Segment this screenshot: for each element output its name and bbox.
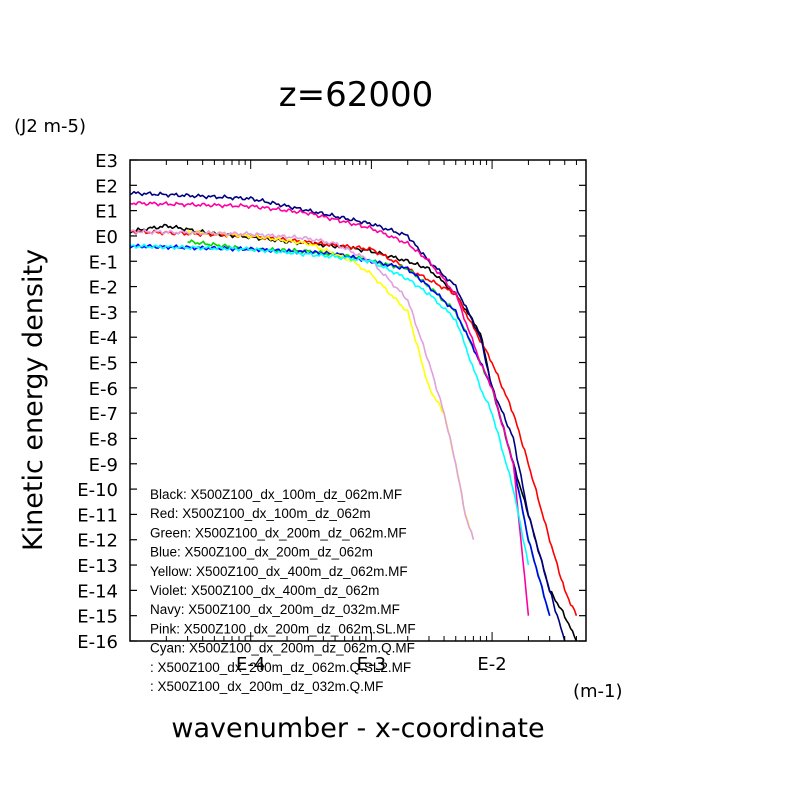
y-tick-label: E-15 bbox=[77, 607, 118, 628]
y-tick-label: E-2 bbox=[89, 278, 118, 299]
y-tick-label: E-5 bbox=[89, 354, 118, 375]
plot-lines bbox=[129, 190, 578, 642]
legend-entry: Navy: X500Z100_dx_200m_dz_032m.MF bbox=[150, 602, 400, 617]
legend-entry: Yellow: X500Z100_dx_400m_dz_062m.MF bbox=[150, 564, 408, 579]
y-tick-label: E-13 bbox=[77, 556, 118, 577]
plot-frame bbox=[129, 159, 587, 642]
y-tick-label: E-14 bbox=[77, 581, 118, 602]
series-line-pink bbox=[129, 201, 530, 616]
legend: Black: X500Z100_dx_100m_dz_062m.MF Red: X… bbox=[150, 487, 416, 694]
y-tick-label: E-9 bbox=[89, 455, 118, 476]
legend-entry: Pink: X500Z100_dx_200m_dz_062m.SL.MF bbox=[150, 621, 416, 636]
y-tick-label: E0 bbox=[95, 227, 118, 248]
legend-entry: Black: X500Z100_dx_100m_dz_062m.MF bbox=[150, 487, 402, 502]
legend-entry: Blue: X500Z100_dx_200m_dz_062m bbox=[150, 545, 373, 560]
series-line-yellow bbox=[186, 229, 475, 540]
y-tick-label: E2 bbox=[95, 176, 118, 197]
y-tick-label: E-4 bbox=[89, 328, 118, 349]
y-tick-label: E-3 bbox=[89, 303, 118, 324]
y-axis-label: Kinetic energy density bbox=[18, 249, 49, 551]
y-tick-label: E-1 bbox=[89, 252, 118, 273]
y-axis-unit: (J2 m-5) bbox=[14, 116, 86, 137]
x-tick-label: E-2 bbox=[477, 654, 506, 675]
y-tick-label: E-11 bbox=[77, 505, 118, 526]
axis-ticks bbox=[129, 159, 587, 642]
y-tick-label: E3 bbox=[95, 151, 118, 172]
y-tick-label: E-6 bbox=[89, 379, 118, 400]
legend-entry: Cyan: X500Z100_dx_200m_dz_062m.Q.MF bbox=[150, 641, 415, 656]
series-line-cyan bbox=[129, 243, 530, 566]
series-line-blue bbox=[129, 243, 551, 616]
y-tick-label: E1 bbox=[95, 202, 118, 223]
legend-entry: Violet: X500Z100_dx_400m_dz_062m bbox=[150, 583, 379, 598]
y-tick-label: E-8 bbox=[89, 429, 118, 450]
y-tick-labels: E3 E2 E1 E0 E-1 E-2 E-3 E-4 E-5 E-6 E-7 E-8 E-9 E-10 E… bbox=[77, 151, 118, 653]
legend-entry: Green: X500Z100_dx_200m_dz_062m.MF bbox=[150, 525, 407, 540]
x-axis-unit: (m-1) bbox=[573, 681, 623, 702]
series-line-violet bbox=[129, 228, 475, 540]
chart-title: z=62000 bbox=[279, 75, 434, 115]
legend-entry: Red: X500Z100_dx_100m_dz_062m bbox=[150, 506, 371, 521]
x-tick-labels: E-4 E-3 E-2 bbox=[236, 654, 507, 675]
x-axis-label: wavenumber - x-coordinate bbox=[171, 713, 544, 744]
legend-entry: : X500Z100_dx_200m_dz_032m.Q.MF bbox=[150, 679, 383, 694]
y-tick-label: E-7 bbox=[89, 404, 118, 425]
x-tick-label: E-3 bbox=[357, 654, 386, 675]
legend-entry: : X500Z100_dx_200m_dz_062m.Q.SL2.MF bbox=[150, 660, 411, 675]
y-tick-label: E-12 bbox=[77, 531, 118, 552]
y-tick-label: E-16 bbox=[77, 632, 118, 653]
y-tick-label: E-10 bbox=[77, 480, 118, 501]
x-tick-label: E-4 bbox=[236, 654, 265, 675]
